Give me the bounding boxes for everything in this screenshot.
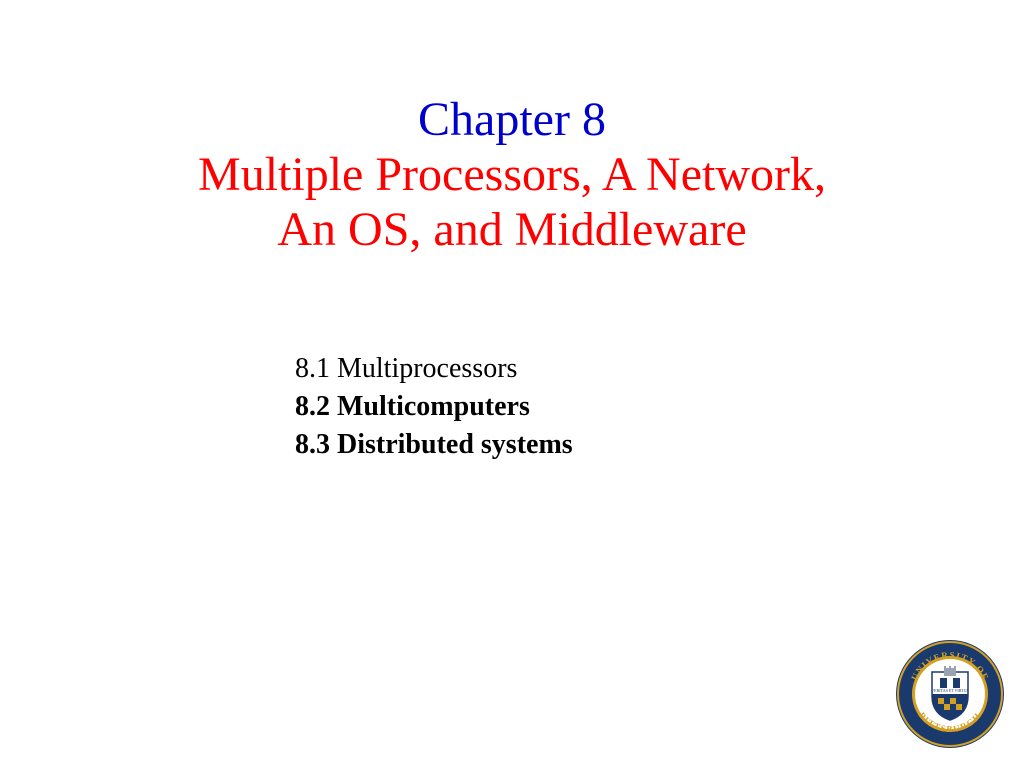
chapter-title: Chapter 8 xyxy=(0,92,1024,147)
toc-block: 8.1 Multiprocessors 8.2 Multicomputers 8… xyxy=(295,350,573,463)
subtitle-line-2: An OS, and Middleware xyxy=(0,202,1024,257)
svg-text:VERITAS ET VIRTUS: VERITAS ET VIRTUS xyxy=(931,688,969,693)
title-block: Chapter 8 Multiple Processors, A Network… xyxy=(0,92,1024,258)
university-seal-icon: UNIVERSITY OF PITTSBURGH VERITAS ET VIRT… xyxy=(894,638,1006,750)
slide: Chapter 8 Multiple Processors, A Network… xyxy=(0,0,1024,768)
toc-item-1: 8.1 Multiprocessors xyxy=(295,350,573,388)
toc-item-2: 8.2 Multicomputers xyxy=(295,388,573,426)
toc-item-3: 8.3 Distributed systems xyxy=(295,426,573,464)
subtitle-line-1: Multiple Processors, A Network, xyxy=(0,147,1024,202)
